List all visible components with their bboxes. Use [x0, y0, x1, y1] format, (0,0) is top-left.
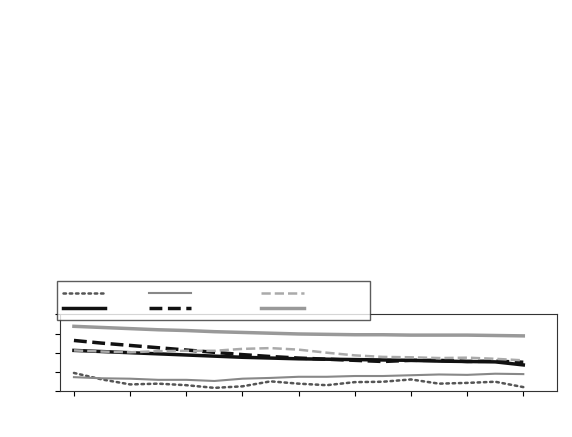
- Legend: 韓国, チリ, 日本, ブラジル, 米国, 世界平均: 韓国, チリ, 日本, ブラジル, 米国, 世界平均: [57, 281, 370, 319]
